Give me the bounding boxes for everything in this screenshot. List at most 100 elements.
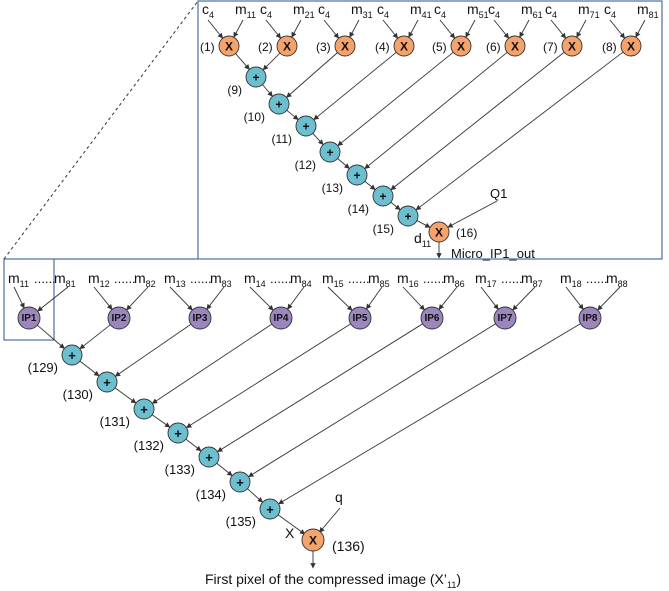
adder-14-symbol: + [379,190,386,204]
edge-ip3-to-adder130 [114,323,192,377]
adder-index-label-134: (134) [196,487,226,502]
edge-pixel-8 [635,19,646,38]
edge-chain-adder-133 [185,438,202,452]
edge-chain-adder-13 [337,158,350,169]
adder-index-label-133: (133) [165,462,195,477]
adder-15-symbol: + [404,210,411,224]
adder-131-circle [133,398,155,420]
edges-layer [13,19,646,569]
coef-label-2: c4 [260,1,272,20]
range-start-label-7: m17 [475,270,497,289]
range-dots-8: ...... [586,271,608,286]
ip1-highlight-frame [3,258,55,341]
q1-label: Q1 [490,186,507,201]
pixel-label-2: m21 [293,1,315,20]
d11-label: d11 [414,230,431,249]
range-dots-1: ...... [34,271,56,286]
edge-mult4-to-adder11 [313,51,397,121]
adder-132: + [167,422,189,444]
coef-label-1: c4 [202,1,214,20]
adder-129-circle [61,344,83,366]
range-end-label-5: m85 [368,270,390,289]
multiplier-6-symbol: X [511,40,519,54]
adder-13-circle [346,164,368,186]
edge-pixel-4 [408,19,419,38]
adder-10: + [268,93,290,115]
multiplier-8-circle [620,35,642,57]
adder-131-symbol: + [140,402,148,417]
multiplier-1-symbol: X [225,40,233,54]
ip-block-5-symbol: IP5 [352,313,367,324]
ip-block-3-symbol: IP3 [192,313,207,324]
multiplier-7-symbol: X [568,40,576,54]
multiplier-8-symbol: X [627,40,635,54]
edge-ip1-to-adder129 [37,324,65,349]
mult-index-label-16: (16) [456,226,477,240]
ip-block-6: IP6 [420,306,444,330]
range-end-label-4: m84 [290,270,312,289]
edge-range-start-4 [249,286,274,311]
mult-index-label-136: (136) [332,538,365,554]
edge-coef-6 [493,19,510,39]
adder-130-symbol: + [103,375,111,390]
range-dots-6: ...... [423,271,445,286]
adder-11-symbol: + [302,120,309,134]
ip-block-2-circle [107,306,131,330]
multiplier-16: X [428,221,450,243]
mult-index-label-5: (5) [432,40,447,54]
edge-pixel-7 [576,19,587,38]
edge-pixel-2 [291,19,302,38]
coef-label-6: c4 [488,1,500,20]
edge-range-start-8 [565,286,584,310]
edge-range-end-4 [287,286,305,310]
edge-coef-7 [550,19,567,39]
edge-q-to-mult136 [319,507,341,533]
pixel-label-4: m41 [410,1,432,20]
range-end-label-3: m83 [210,270,232,289]
adder-135: + [259,498,281,520]
multiplier-5-symbol: X [457,40,465,54]
edge-chain-adder-135 [247,488,263,503]
multiplier-5: X [450,35,472,57]
range-start-label-1: m11 [8,270,29,289]
ip-block-7-symbol: IP7 [497,313,512,324]
adder-130-circle [96,371,118,393]
edge-ip2-to-adder129 [79,324,111,350]
ip-block-4-symbol: IP4 [273,313,288,324]
coef-label-3: c4 [318,1,330,20]
adder-15: + [397,205,419,227]
edge-coef-8 [609,19,626,39]
range-dots-2: ...... [114,271,136,286]
multiplier-1-circle [218,35,240,57]
range-start-label-2: m12 [88,270,110,289]
zoom-frame [197,0,663,260]
pixel-label-5: m51 [467,1,489,20]
coef-label-8: c4 [604,1,616,20]
edge-mult2-to-adder9 [262,52,281,71]
edge-range-start-6 [402,286,425,311]
multiplier-3: X [334,35,356,57]
edge-coef-2 [265,19,282,39]
ip-block-2-symbol: IP2 [111,313,126,324]
adder-index-label-130: (130) [63,387,93,402]
range-start-label-3: m13 [164,270,186,289]
edge-ip4-to-adder131 [151,323,273,404]
edge-chain-adder-14 [364,180,376,191]
q-label: q [335,489,343,505]
adder-14-circle [372,185,394,207]
coef-label-7: c4 [545,1,557,20]
adder-131: + [133,398,155,420]
micro-output-label: Micro_IP1_out [451,246,535,261]
multiplier-7-circle [561,35,583,57]
adder-index-label-135: (135) [226,514,256,529]
adder-13: + [346,164,368,186]
edge-pixel-3 [349,19,360,38]
ip-block-5: IP5 [348,306,372,330]
ip-block-8: IP8 [578,306,602,330]
edge-range-start-3 [169,286,193,311]
edge-coef-3 [323,19,340,39]
edge-chain-adder-134 [216,462,233,477]
ip-block-3: IP3 [188,306,212,330]
